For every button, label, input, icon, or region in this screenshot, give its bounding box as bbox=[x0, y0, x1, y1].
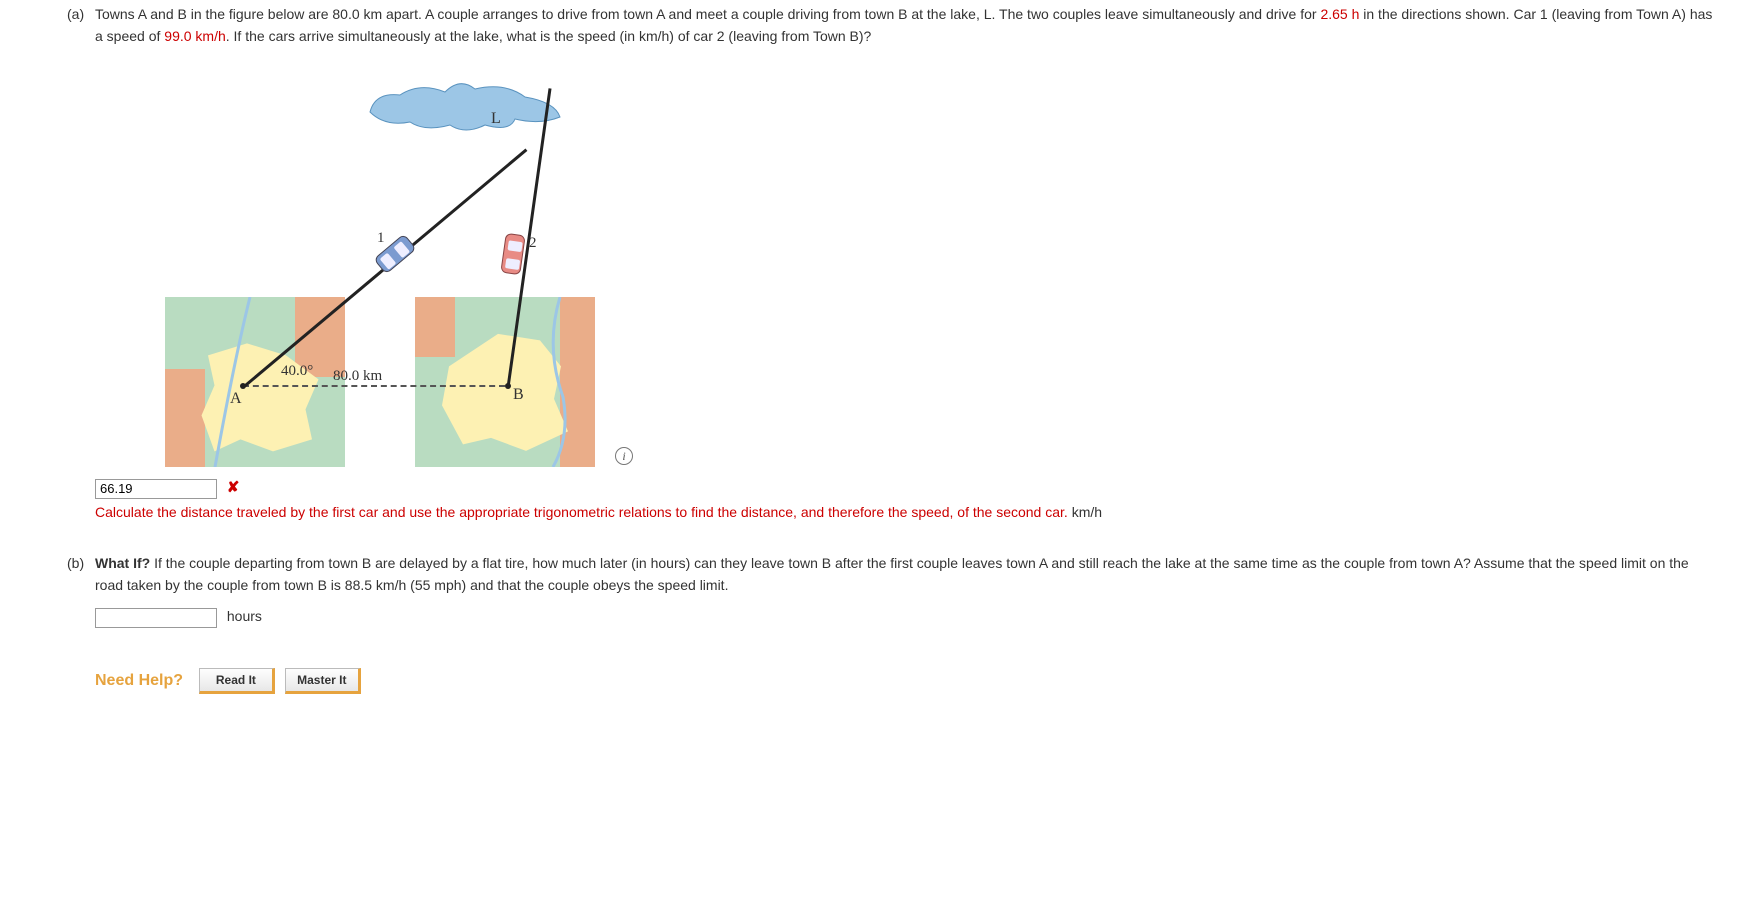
part-a-feedback: Calculate the distance traveled by the f… bbox=[95, 502, 1713, 523]
wrong-icon: ✘ bbox=[227, 479, 240, 496]
need-help-row: Need Help? Read It Master It bbox=[95, 668, 1753, 714]
part-a-answer-input[interactable] bbox=[95, 479, 217, 499]
river-b bbox=[415, 297, 595, 467]
lake-label: L bbox=[491, 107, 501, 131]
car-2-label: 2 bbox=[529, 232, 537, 255]
car-1-label: 1 bbox=[377, 227, 385, 250]
feedback-unit: km/h bbox=[1068, 504, 1102, 520]
distance-label: 80.0 km bbox=[333, 365, 382, 388]
feedback-message: Calculate the distance traveled by the f… bbox=[95, 504, 1068, 520]
part-b-label: (b) bbox=[67, 553, 84, 574]
part-a-question: Towns A and B in the figure below are 80… bbox=[95, 4, 1713, 47]
point-a-label: A bbox=[230, 387, 242, 411]
hours-unit-label: hours bbox=[227, 608, 262, 624]
part-a-label: (a) bbox=[67, 4, 84, 25]
part-b: (b) What If? If the couple departing fro… bbox=[0, 553, 1753, 628]
part-a-answer-row: ✘ bbox=[95, 477, 1713, 500]
angle-label: 40.0° bbox=[281, 360, 313, 383]
read-it-button[interactable]: Read It bbox=[199, 668, 275, 694]
part-b-text: If the couple departing from town B are … bbox=[95, 555, 1689, 593]
part-b-answer-row: hours bbox=[95, 606, 1713, 627]
part-b-answer-input[interactable] bbox=[95, 608, 217, 628]
part-a-text-pre: Towns A and B in the figure below are 80… bbox=[95, 6, 1320, 22]
time-value: 2.65 h bbox=[1320, 6, 1359, 22]
part-a: (a) Towns A and B in the figure below ar… bbox=[0, 4, 1753, 523]
point-b-label: B bbox=[513, 383, 524, 407]
car-2 bbox=[500, 233, 525, 275]
speed-value: 99.0 km/h bbox=[164, 28, 225, 44]
master-it-button[interactable]: Master It bbox=[285, 668, 361, 694]
problem-figure: L bbox=[115, 67, 655, 467]
lake-shape: L bbox=[365, 77, 565, 137]
need-help-label: Need Help? bbox=[95, 672, 183, 689]
part-b-question: What If? If the couple departing from to… bbox=[95, 553, 1713, 596]
what-if-lead: What If? bbox=[95, 555, 150, 571]
part-a-text-post: . If the cars arrive simultaneously at t… bbox=[226, 28, 872, 44]
info-icon[interactable]: i bbox=[615, 447, 633, 465]
